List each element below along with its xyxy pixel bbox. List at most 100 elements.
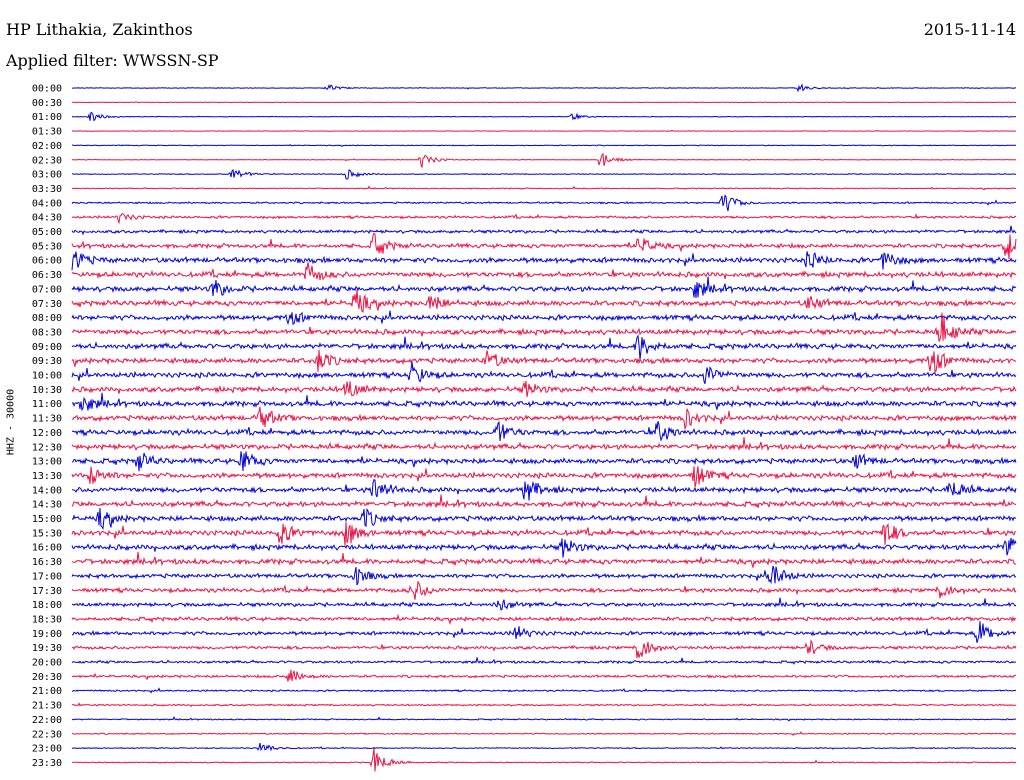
time-tick-label: 00:00 [32, 84, 62, 95]
trace-line [71, 334, 1017, 360]
trace-line [71, 276, 1017, 299]
time-tick-label: 19:00 [32, 629, 62, 640]
time-tick-label: 15:00 [32, 514, 62, 525]
trace-line [71, 537, 1017, 558]
time-tick-label: 10:30 [32, 385, 62, 396]
trace-line [71, 742, 1017, 752]
trace-line [71, 597, 1017, 611]
time-tick-label: 01:30 [32, 127, 62, 138]
trace-line [71, 312, 1017, 342]
trace-line [71, 715, 1017, 722]
trace-line [71, 144, 1016, 148]
trace-line [71, 747, 1017, 772]
time-tick-label: 03:30 [32, 184, 62, 195]
time-tick-label: 08:00 [32, 313, 62, 324]
time-tick-label: 04:00 [32, 198, 62, 209]
trace-line [71, 479, 1017, 501]
time-tick-label: 10:00 [32, 371, 62, 382]
time-tick-label: 21:30 [32, 701, 62, 712]
time-tick-label: 23:30 [32, 758, 62, 769]
time-tick-label: 05:00 [32, 227, 62, 238]
trace-line [71, 225, 1017, 236]
trace-line [71, 232, 1017, 260]
trace-line [71, 613, 1017, 626]
time-tick-label: 17:00 [32, 571, 62, 582]
time-tick-label: 19:30 [32, 643, 62, 654]
trace-line [71, 380, 1017, 398]
trace-line [71, 551, 1017, 568]
time-tick-label: 18:30 [32, 614, 62, 625]
date-label: 2015-11-14 [923, 20, 1016, 39]
time-tick-label: 11:30 [32, 414, 62, 425]
trace-line [71, 494, 1017, 509]
trace-line [72, 83, 1017, 93]
time-tick-label: 15:30 [32, 528, 62, 539]
trace-line [71, 361, 1017, 384]
time-tick-label: 17:30 [32, 586, 62, 597]
time-tick-label: 16:00 [32, 543, 62, 554]
time-tick-label: 18:00 [32, 600, 62, 611]
time-tick-label: 23:00 [32, 744, 62, 755]
trace-line [71, 507, 1016, 531]
trace-line [71, 406, 1017, 431]
trace-line [71, 580, 1017, 600]
station-title: HP Lithakia, Zakinthos [6, 20, 193, 39]
trace-line [71, 168, 1017, 180]
time-tick-label: 04:30 [32, 213, 62, 224]
trace-line [71, 349, 1017, 374]
time-tick-label: 21:00 [32, 686, 62, 697]
time-tick-label: 20:00 [32, 658, 62, 669]
time-tick-label: 02:00 [32, 141, 62, 152]
trace-line [71, 185, 1017, 191]
trace-line [71, 392, 1017, 412]
trace-line [71, 466, 1017, 488]
trace-line [71, 251, 1017, 271]
trace-line [71, 657, 1017, 665]
time-tick-label: 05:30 [32, 241, 62, 252]
time-tick-label: 20:30 [32, 672, 62, 683]
time-tick-label: 22:30 [32, 729, 62, 740]
time-tick-label: 06:30 [32, 270, 62, 281]
trace-line [72, 101, 1016, 104]
time-tick-label: 09:00 [32, 342, 62, 353]
trace-line [71, 669, 1017, 682]
time-tick-label: 08:30 [32, 327, 62, 338]
trace-line [71, 687, 1017, 694]
time-tick-label: 13:00 [32, 457, 62, 468]
trace-line [71, 262, 1017, 281]
time-tick-label: 14:00 [32, 485, 62, 496]
trace-line [71, 212, 1017, 225]
time-tick-label: 12:30 [32, 442, 62, 453]
trace-line [71, 437, 1017, 452]
time-tick-label: 13:30 [32, 471, 62, 482]
time-tick-label: 07:30 [32, 299, 62, 310]
trace-line [71, 621, 1017, 643]
trace-line [72, 152, 1017, 169]
time-tick-label: 02:30 [32, 155, 62, 166]
trace-line [71, 111, 1017, 122]
trace-line [71, 420, 1017, 442]
trace-line [71, 451, 1017, 472]
trace-line [71, 289, 1017, 313]
time-tick-label: 01:00 [32, 112, 62, 123]
trace-line [71, 521, 1017, 546]
time-tick-label: 06:00 [32, 256, 62, 267]
trace-line [71, 702, 1017, 708]
time-tick-label: 00:30 [32, 98, 62, 109]
time-tick-label: 12:00 [32, 428, 62, 439]
trace-line [71, 194, 1016, 212]
time-tick-label: 07:00 [32, 284, 62, 295]
time-tick-label: 22:00 [32, 715, 62, 726]
time-tick-label: 14:30 [32, 500, 62, 511]
trace-line [71, 129, 1016, 132]
time-tick-label: 03:00 [32, 170, 62, 181]
filter-label: Applied filter: WWSSN-SP [6, 51, 219, 70]
time-tick-label: 11:00 [32, 399, 62, 410]
time-tick-label: 16:30 [32, 557, 62, 568]
time-tick-label: 09:30 [32, 356, 62, 367]
trace-line [71, 565, 1017, 586]
trace-line [71, 731, 1016, 737]
trace-line [71, 639, 1017, 659]
trace-line [71, 310, 1017, 326]
